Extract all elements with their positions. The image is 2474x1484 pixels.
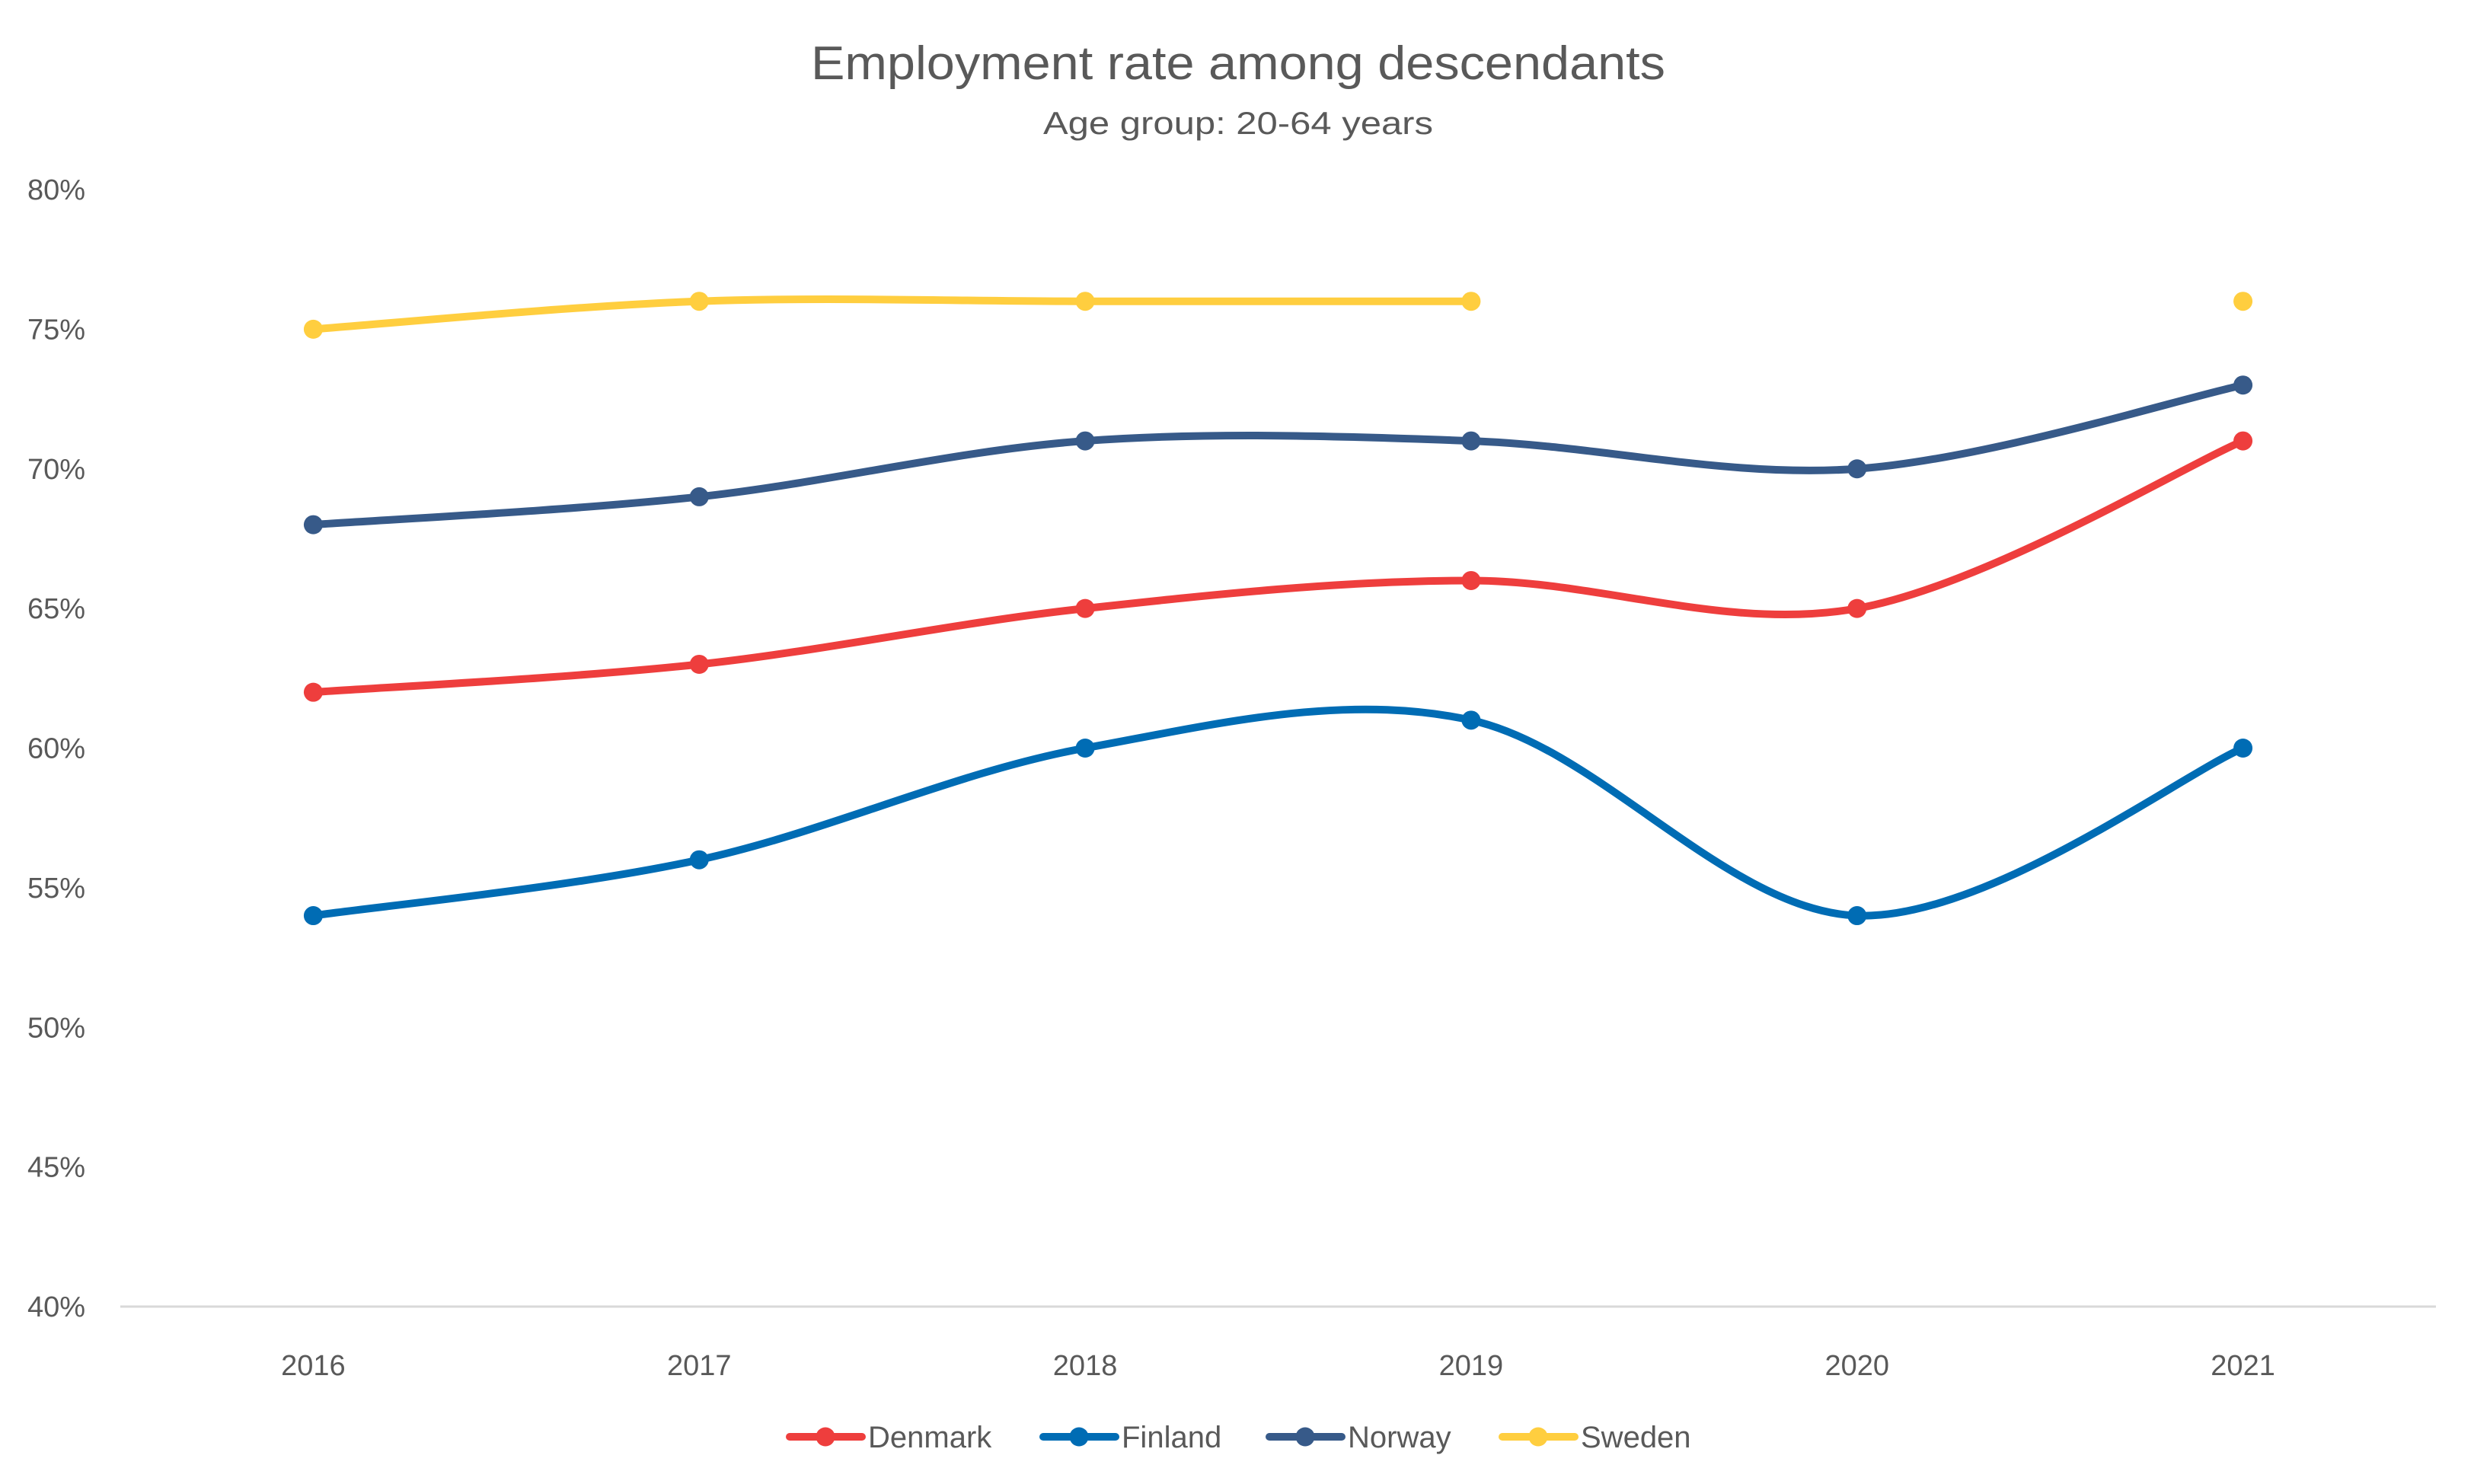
series-norway [303, 375, 2253, 535]
legend-label-finland: Finland [1122, 1421, 1221, 1454]
y-tick-label: 75% [27, 314, 85, 346]
y-tick-label: 40% [27, 1291, 85, 1323]
legend-item-denmark: Denmark [786, 1421, 992, 1454]
series-line-finland [309, 705, 2247, 920]
legend-marker-denmark [816, 1427, 835, 1447]
data-point-finland-2019 [1461, 710, 1481, 730]
series-line-denmark [309, 437, 2247, 697]
x-tick-label: 2016 [281, 1350, 346, 1382]
data-point-finland-2016 [303, 906, 323, 926]
legend-marker-norway [1295, 1427, 1315, 1447]
y-tick-label: 45% [27, 1152, 85, 1184]
legend: Denmark Finland Norway Sweden [786, 1421, 1691, 1454]
legend-label-norway: Norway [1348, 1421, 1451, 1454]
data-point-denmark-2017 [689, 654, 709, 674]
data-point-finland-2021 [2233, 739, 2253, 758]
legend-label-denmark: Denmark [868, 1421, 992, 1454]
data-point-denmark-2019 [1461, 570, 1481, 590]
data-point-norway-2016 [303, 515, 323, 535]
legend-marker-sweden [1528, 1427, 1548, 1447]
series-finland [303, 705, 2253, 926]
data-point-sweden-2016 [303, 319, 323, 339]
x-tick-label: 2018 [1053, 1350, 1118, 1382]
series-sweden [303, 292, 2253, 339]
data-point-sweden-2017 [689, 292, 709, 311]
series-denmark [303, 431, 2253, 702]
x-tick-label: 2019 [1439, 1350, 1504, 1382]
data-point-sweden-2018 [1075, 292, 1095, 311]
legend-marker-finland [1069, 1427, 1089, 1447]
data-point-denmark-2018 [1075, 598, 1095, 618]
data-point-denmark-2016 [303, 682, 323, 702]
data-point-sweden-2019 [1461, 292, 1481, 311]
legend-label-sweden: Sweden [1581, 1421, 1691, 1454]
series-line-sweden [309, 295, 1475, 334]
x-tick-label: 2017 [667, 1350, 732, 1382]
data-point-finland-2018 [1075, 739, 1095, 758]
legend-item-norway: Norway [1266, 1421, 1451, 1454]
legend-item-sweden: Sweden [1499, 1421, 1691, 1454]
y-tick-label: 70% [27, 454, 85, 486]
data-point-norway-2021 [2233, 375, 2253, 395]
x-tick-label: 2021 [2211, 1350, 2275, 1382]
data-point-norway-2020 [1847, 459, 1867, 479]
x-axis: 2016 2017 2018 2019 2020 2021 [281, 1350, 2275, 1382]
y-tick-label: 60% [27, 733, 85, 765]
x-tick-label: 2020 [1824, 1350, 1889, 1382]
chart-subtitle: Age group: 20-64 years [1043, 105, 1433, 141]
y-tick-label: 50% [27, 1012, 85, 1044]
data-point-denmark-2020 [1847, 598, 1867, 618]
data-point-denmark-2021 [2233, 431, 2253, 451]
data-point-finland-2020 [1847, 906, 1867, 926]
data-point-norway-2019 [1461, 431, 1481, 451]
plot-area [303, 292, 2253, 926]
data-point-norway-2017 [689, 487, 709, 506]
legend-item-finland: Finland [1039, 1421, 1221, 1454]
y-tick-label: 65% [27, 593, 85, 625]
y-axis: 40% 45% 50% 55% 60% 65% 70% 75% 80% [27, 174, 85, 1323]
series-line-norway [309, 381, 2247, 529]
data-point-finland-2017 [689, 850, 709, 870]
chart-title: Employment rate among descendants [811, 37, 1665, 90]
data-point-norway-2018 [1075, 431, 1095, 451]
data-point-sweden-2021 [2233, 292, 2253, 311]
y-tick-label: 80% [27, 174, 85, 206]
y-tick-label: 55% [27, 873, 85, 905]
